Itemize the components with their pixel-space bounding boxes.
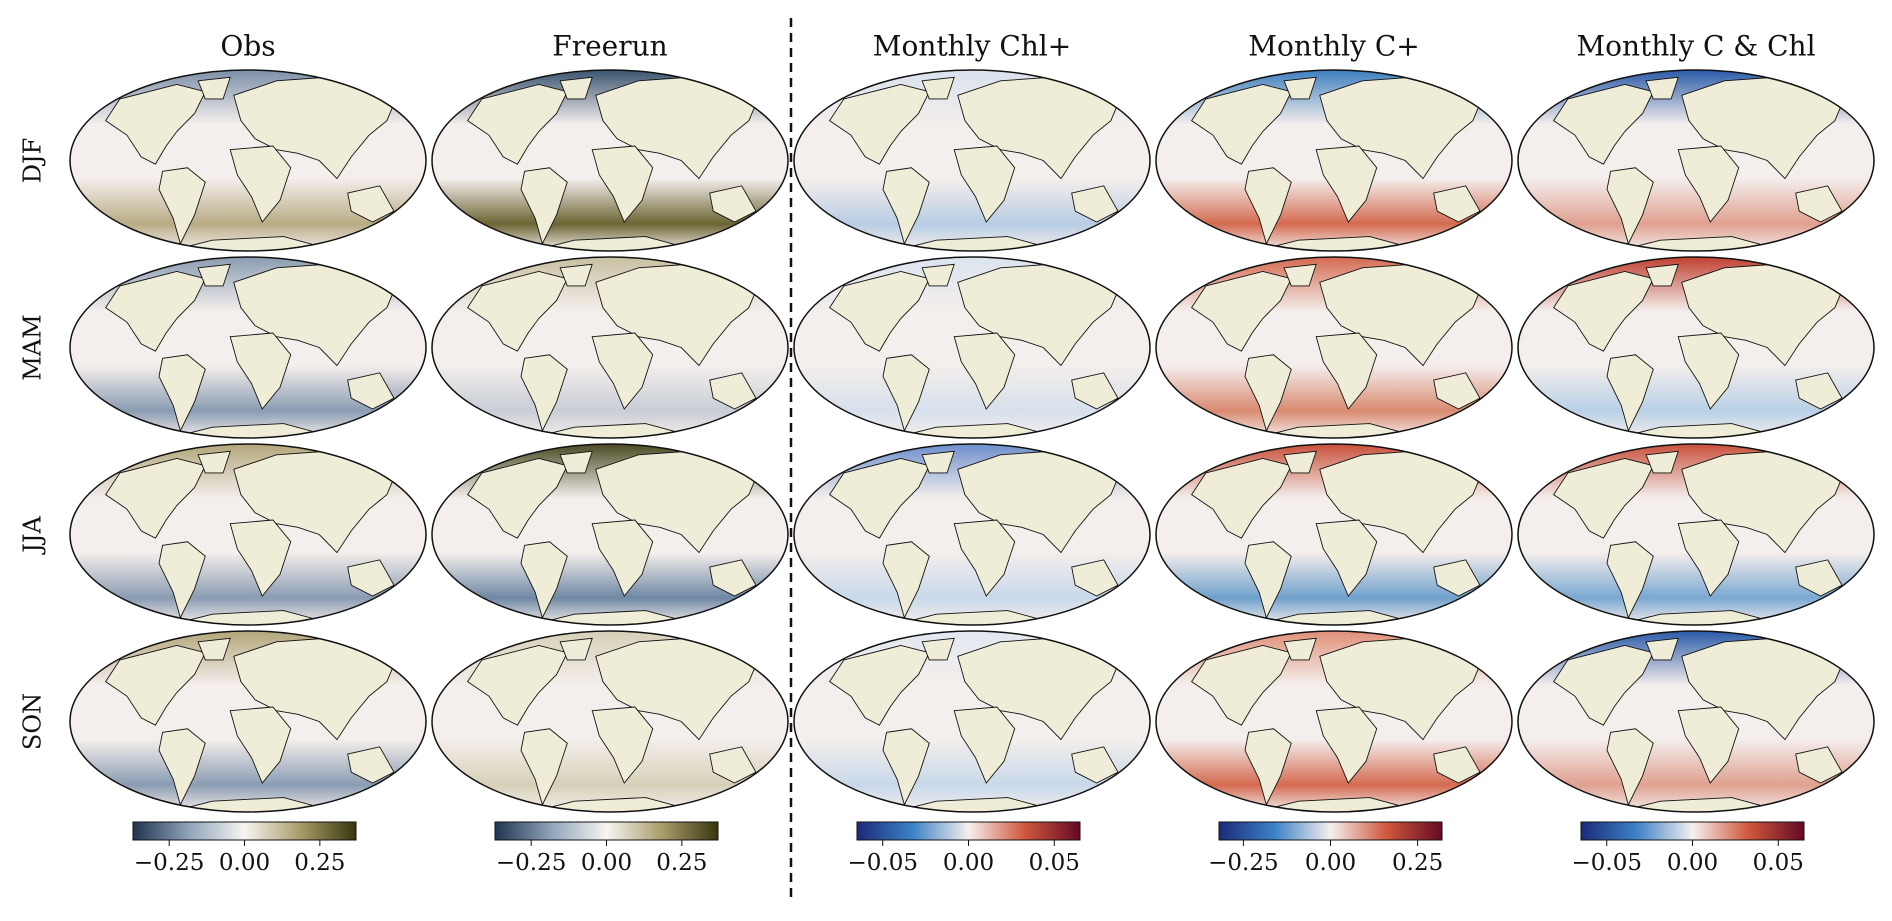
row-label: DJF bbox=[19, 138, 47, 184]
map-outline bbox=[1517, 256, 1875, 439]
colorbar-tick-label: 0.00 bbox=[219, 850, 270, 876]
colorbar-tick-label: 0.00 bbox=[1667, 850, 1718, 876]
map-panel bbox=[794, 257, 1150, 438]
map-outline bbox=[431, 69, 789, 252]
colorbar-tick-label: 0.00 bbox=[943, 850, 994, 876]
colorbar-tick-label: −0.05 bbox=[847, 850, 917, 876]
map-panel bbox=[70, 70, 426, 251]
colorbar bbox=[494, 821, 719, 841]
map-outline bbox=[793, 630, 1151, 813]
row-label: MAM bbox=[19, 314, 47, 380]
map-outline bbox=[69, 443, 427, 626]
map-outline bbox=[1517, 69, 1875, 252]
column-title: Monthly C+ bbox=[1248, 30, 1419, 63]
map-panel bbox=[432, 444, 788, 625]
colorbar-tick-label: 0.25 bbox=[656, 850, 707, 876]
colorbar-tick-label: 0.25 bbox=[1392, 850, 1443, 876]
map-panel bbox=[794, 70, 1150, 251]
colorbar-tick-label: −0.25 bbox=[134, 850, 204, 876]
colorbar-tick-label: 0.00 bbox=[1305, 850, 1356, 876]
colorbar-tick-label: 0.05 bbox=[1029, 850, 1080, 876]
map-panel bbox=[794, 444, 1150, 625]
map-outline bbox=[793, 443, 1151, 626]
map-panel bbox=[1156, 444, 1512, 625]
map-panel bbox=[1518, 631, 1874, 812]
colorbar-tick-label: −0.05 bbox=[1571, 850, 1641, 876]
map-panel bbox=[1518, 70, 1874, 251]
column-title: Obs bbox=[220, 30, 275, 63]
map-outline bbox=[1155, 256, 1513, 439]
colorbar bbox=[132, 821, 357, 841]
map-outline bbox=[69, 256, 427, 439]
map-panel bbox=[1156, 70, 1512, 251]
map-panel bbox=[1518, 257, 1874, 438]
map-outline bbox=[431, 630, 789, 813]
map-outline bbox=[431, 256, 789, 439]
map-outline bbox=[1155, 69, 1513, 252]
map-outline bbox=[69, 630, 427, 813]
colorbar bbox=[856, 821, 1081, 841]
map-panel bbox=[70, 257, 426, 438]
map-panel bbox=[70, 631, 426, 812]
map-outline bbox=[1517, 443, 1875, 626]
column-title: Monthly C & Chl bbox=[1576, 30, 1815, 63]
colorbar-tick-label: −0.25 bbox=[1208, 850, 1278, 876]
map-panel bbox=[1156, 257, 1512, 438]
row-label: SON bbox=[19, 693, 47, 750]
colorbar-tick-label: −0.25 bbox=[496, 850, 566, 876]
map-outline bbox=[431, 443, 789, 626]
map-panel bbox=[70, 444, 426, 625]
map-outline bbox=[69, 69, 427, 252]
colorbar-tick-label: 0.05 bbox=[1753, 850, 1804, 876]
colorbar-tick-label: 0.00 bbox=[581, 850, 632, 876]
map-panel bbox=[432, 257, 788, 438]
column-title: Monthly Chl+ bbox=[873, 30, 1071, 63]
map-outline bbox=[1155, 443, 1513, 626]
colorbar bbox=[1218, 821, 1443, 841]
map-outline bbox=[1155, 630, 1513, 813]
colorbar-tick-label: 0.25 bbox=[294, 850, 345, 876]
column-title: Freerun bbox=[552, 30, 667, 63]
map-panel bbox=[432, 631, 788, 812]
map-outline bbox=[1517, 630, 1875, 813]
map-panel bbox=[794, 631, 1150, 812]
map-outline bbox=[793, 256, 1151, 439]
row-label: JJA bbox=[19, 516, 47, 556]
colorbar bbox=[1580, 821, 1805, 841]
map-panel bbox=[432, 70, 788, 251]
map-panel bbox=[1156, 631, 1512, 812]
map-outline bbox=[793, 69, 1151, 252]
map-panel bbox=[1518, 444, 1874, 625]
